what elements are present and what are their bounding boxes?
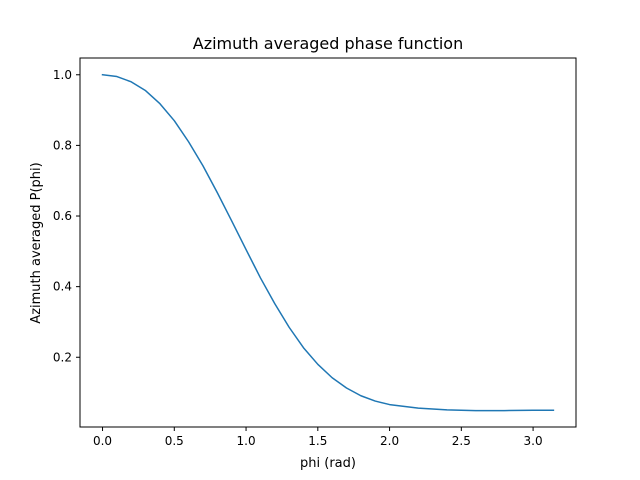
y-tick-label: 0.2	[53, 350, 72, 364]
x-axis-label: phi (rad)	[300, 456, 356, 471]
y-tick-label: 0.6	[53, 209, 72, 223]
y-tick-label: 0.8	[53, 138, 72, 152]
plot-area	[80, 58, 576, 427]
x-tick-label: 2.5	[452, 434, 471, 448]
x-tick-label: 2.0	[380, 434, 399, 448]
x-tick-label: 1.5	[308, 434, 327, 448]
x-tick-label: 0.5	[165, 434, 184, 448]
series-line-0	[101, 73, 555, 412]
series-layer	[101, 73, 555, 412]
x-axis-ticks: 0.0 0.5 1.0 1.5 2.0 2.5 3.0	[93, 427, 543, 448]
y-tick-label: 1.0	[53, 68, 72, 82]
x-tick-label: 0.0	[93, 434, 112, 448]
y-axis-label: Azimuth averaged P(phi)	[29, 162, 44, 323]
y-axis-ticks: 0.2 0.4 0.6 0.8 1.0	[53, 68, 80, 364]
plot-frame	[79, 57, 577, 428]
x-tick-label: 3.0	[524, 434, 543, 448]
x-tick-label: 1.0	[237, 434, 256, 448]
chart-title: Azimuth averaged phase function	[193, 34, 463, 53]
y-tick-label: 0.4	[53, 280, 72, 294]
